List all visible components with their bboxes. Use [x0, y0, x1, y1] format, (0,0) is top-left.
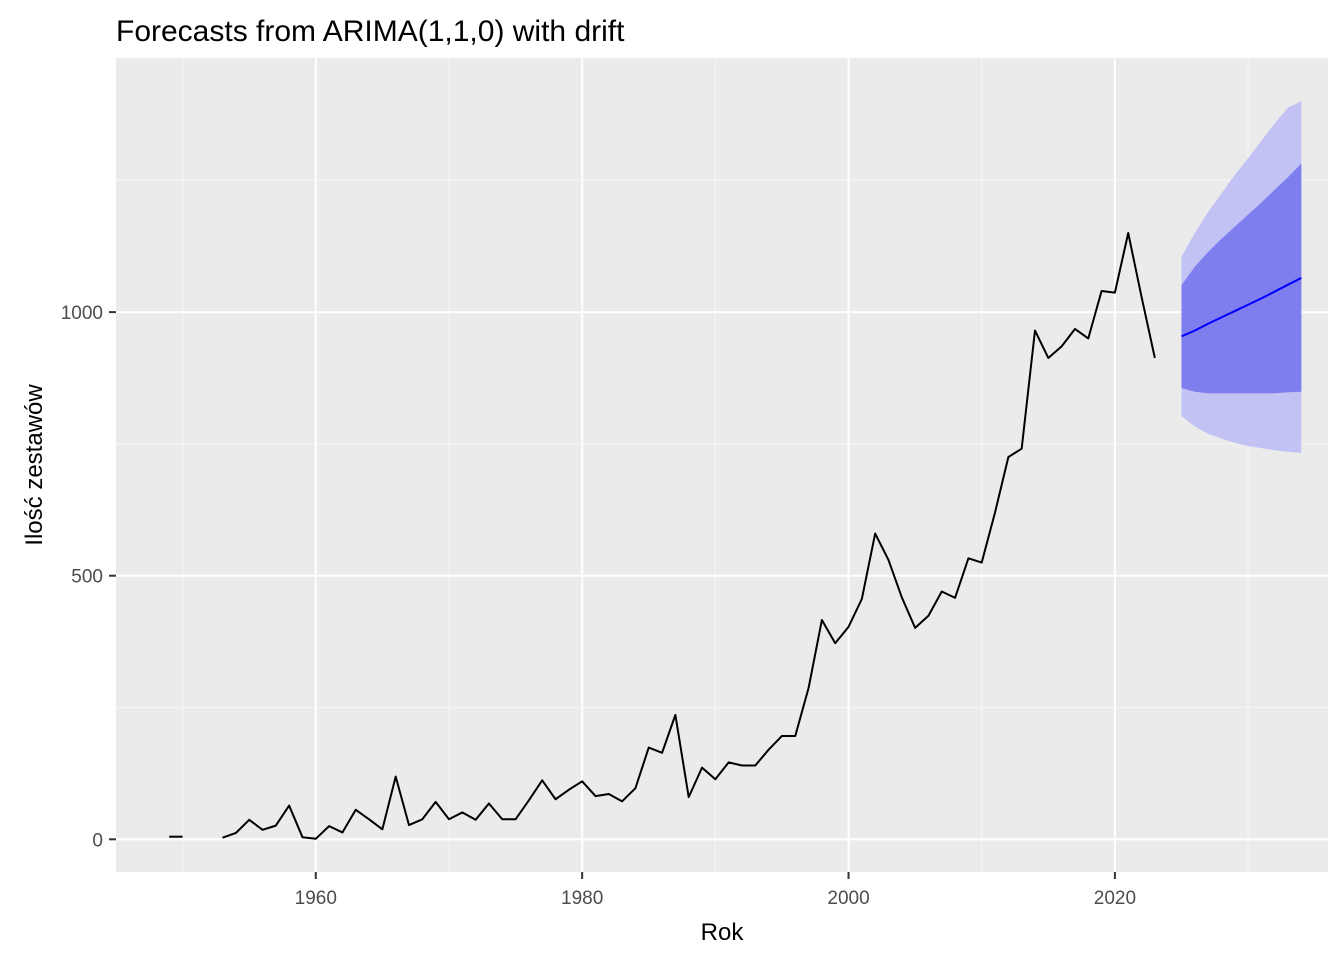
interval-80-band [1181, 163, 1302, 394]
forecast-mean-line [1181, 276, 1302, 338]
x-tick-label: 1980 [561, 888, 603, 909]
x-tick-label: 2020 [1094, 888, 1136, 909]
x-tick-label: 1960 [295, 888, 337, 909]
forecast-intervals [1181, 101, 1302, 453]
history-line [222, 232, 1156, 840]
series-lines [169, 232, 1302, 840]
axis-ticks: 1960 1980 2000 2020 0 500 1000 [61, 303, 1136, 909]
x-tick-label: 2000 [827, 888, 869, 909]
chart-title: Forecasts from ARIMA(1,1,0) with drift [116, 15, 625, 48]
plot-panel [116, 58, 1328, 872]
y-tick-label: 1000 [61, 303, 103, 324]
y-tick-label: 0 [92, 830, 103, 851]
y-tick-label: 500 [71, 567, 103, 588]
grid-lines [116, 58, 1328, 872]
y-axis-title: Ilość zestawów [21, 384, 48, 546]
x-axis-title: Rok [701, 919, 745, 946]
